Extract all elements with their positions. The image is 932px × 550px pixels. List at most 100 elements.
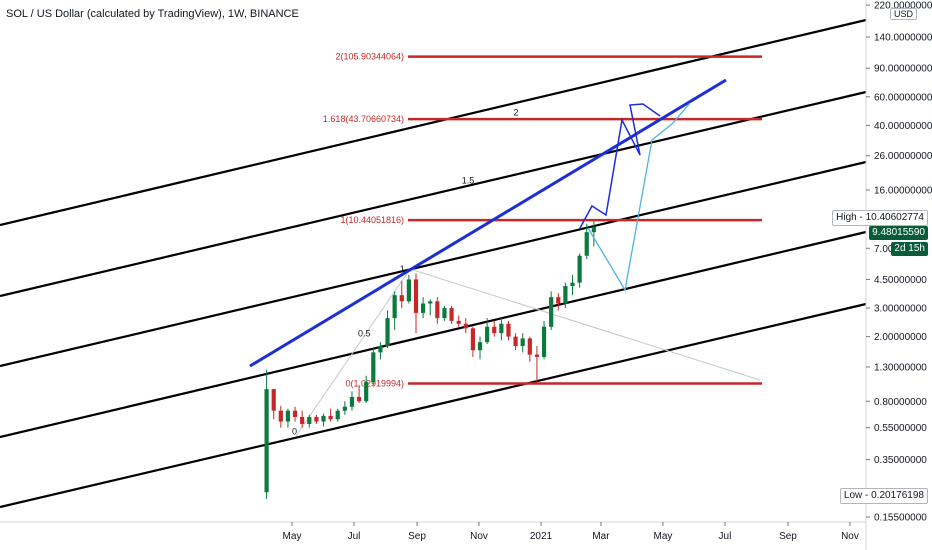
candle-body — [570, 282, 575, 287]
candle-body — [406, 279, 411, 302]
y-tick-label: 7.00 — [874, 244, 894, 255]
candle-body — [307, 416, 312, 424]
x-tick-label: Nov — [470, 531, 488, 542]
y-tick-label: 40.00000000 — [874, 121, 932, 132]
countdown-badge: 2d 15h — [891, 242, 928, 256]
candle-body — [456, 320, 461, 324]
y-tick-label: 26.00000000 — [874, 151, 932, 162]
low-price-badge: Low - 0.20176198 — [839, 488, 928, 504]
channel-line-3 — [0, 160, 867, 368]
candle-body — [442, 308, 447, 319]
candle-body — [563, 286, 568, 304]
y-tick-label: 2.00000000 — [874, 332, 927, 343]
candle-body — [520, 338, 525, 347]
high-price-badge: High - 10.40602774 — [832, 210, 928, 226]
fib-ratio-label: 0.5 — [358, 329, 371, 339]
candle-body — [541, 326, 547, 357]
candle-body — [278, 410, 283, 422]
candle-body — [364, 382, 369, 402]
y-tick-label: 90.00000000 — [874, 64, 932, 75]
candle-body — [584, 232, 589, 256]
candle-body — [513, 336, 518, 347]
x-tick-label: Sep — [779, 531, 797, 542]
candle-body — [349, 396, 355, 407]
fib-base-line — [295, 268, 411, 437]
candle-body — [300, 416, 305, 424]
fib-ratio-label: 1.5 — [462, 176, 475, 186]
candle-body — [485, 326, 490, 343]
y-tick-label: 0.80000000 — [874, 397, 927, 408]
candle-body — [421, 303, 426, 313]
y-tick-label: 3.00000000 — [874, 304, 927, 315]
projection-drawings — [249, 78, 727, 368]
projection-path-light — [587, 102, 691, 292]
candle-body — [591, 226, 596, 233]
candle-body — [549, 297, 554, 327]
channel-line-1 — [0, 18, 867, 227]
projection-path-dark — [579, 103, 661, 229]
candle-body — [506, 323, 511, 337]
channel-line-5 — [0, 302, 867, 509]
x-tick-label: Mar — [592, 531, 610, 542]
x-tick-label: 2021 — [530, 531, 553, 542]
y-tick-label: 16.00000000 — [874, 185, 932, 196]
price-axis[interactable]: 220.00000000 140.00000000 90.00000000 60.00… — [865, 0, 932, 550]
candle-body — [463, 323, 468, 329]
y-tick-label: 60.00000000 — [874, 92, 932, 103]
fib-ratio-label: 1 — [400, 264, 405, 274]
candle-body — [428, 301, 433, 304]
candle-body — [399, 295, 404, 302]
candle-body — [328, 415, 333, 420]
candle-body — [385, 318, 390, 347]
fib-level-label: 0(1.02919994) — [345, 378, 404, 388]
y-tick-label: 0.35000000 — [874, 455, 927, 466]
candle-body — [435, 301, 440, 319]
x-tick-label: Sep — [408, 531, 426, 542]
candle-body — [392, 295, 397, 319]
candle-body — [378, 346, 383, 353]
y-tick-label: 4.50000000 — [874, 275, 927, 286]
y-tick-label: 0.15500000 — [874, 513, 927, 524]
candle-body — [335, 410, 340, 420]
fib-level-label: 1.618(43.70660734) — [323, 114, 404, 124]
y-tick-label: 1.30000000 — [874, 363, 927, 374]
y-tick-label: 0.55000000 — [874, 423, 927, 434]
trend-guide-line — [409, 268, 761, 381]
fib-level-label: 2(105.90344064) — [335, 52, 404, 62]
channel-line-2 — [0, 90, 867, 298]
candle-body — [492, 326, 497, 334]
candle-body — [292, 410, 298, 417]
candle-body — [321, 415, 326, 422]
candle-body — [271, 389, 276, 411]
candle-body — [413, 279, 419, 313]
candle-body — [534, 354, 540, 357]
x-tick-label: May — [654, 531, 673, 542]
channel-line-4 — [0, 230, 867, 439]
candle-body — [470, 328, 476, 351]
candle-body — [499, 323, 504, 334]
time-axis[interactable]: May Jul Sep Nov 2021 Mar May Jul Sep Nov — [0, 521, 866, 542]
fib-ratio-label: 0 — [292, 426, 297, 436]
parallel-channel-lines — [0, 18, 867, 509]
candle-body — [527, 338, 532, 355]
candlestick-series — [264, 220, 596, 500]
candle-body — [477, 342, 483, 351]
candle-body — [285, 410, 291, 422]
candle-body — [356, 396, 362, 402]
currency-button[interactable]: USD — [890, 8, 918, 20]
chart-title: SOL / US Dollar (calculated by TradingVi… — [6, 8, 299, 20]
y-tick-label: 220.00000000 — [874, 1, 932, 12]
x-tick-label: Nov — [841, 531, 859, 542]
x-tick-label: Jul — [348, 531, 361, 542]
y-tick-label: 140.00000000 — [874, 33, 932, 44]
fib-extension-levels: 2(105.90344064) 1.618(43.70660734) 1(10.44… — [292, 52, 762, 436]
candle-body — [577, 255, 582, 283]
candle-body — [264, 389, 269, 493]
fib-level-label: 1(10.44051816) — [340, 215, 404, 225]
candle-body — [314, 416, 319, 422]
candle-body — [371, 352, 376, 383]
candle-body — [342, 406, 347, 411]
candle-body — [556, 297, 561, 304]
candle-body — [449, 308, 454, 321]
